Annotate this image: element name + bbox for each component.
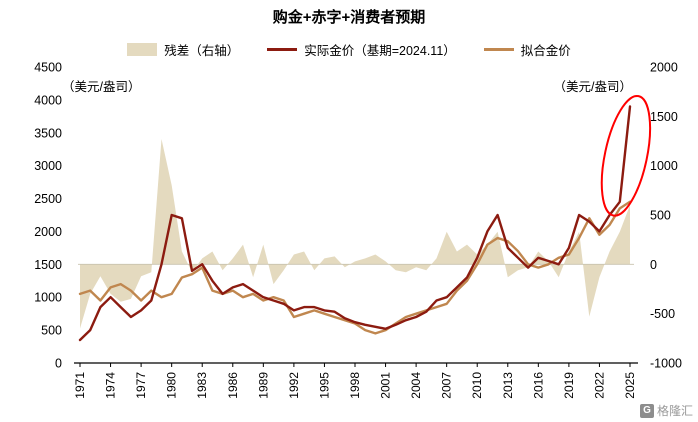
svg-text:1500: 1500: [34, 258, 62, 272]
svg-text:2007: 2007: [440, 372, 454, 399]
residual-area-swatch: [127, 43, 158, 56]
svg-text:1983: 1983: [195, 372, 209, 399]
svg-text:-500: -500: [650, 307, 675, 321]
svg-text:2019: 2019: [562, 372, 576, 399]
svg-text:500: 500: [650, 209, 671, 223]
svg-text:2000: 2000: [34, 225, 62, 239]
svg-text:2010: 2010: [470, 372, 484, 399]
watermark: G 格隆汇: [639, 402, 693, 419]
legend-item-residual: 残差（右轴）: [127, 40, 239, 59]
actual-price-line-swatch: [267, 48, 298, 51]
svg-text:3000: 3000: [34, 159, 62, 173]
svg-text:2016: 2016: [531, 372, 545, 399]
legend-label-fitted-price: 拟合金价: [520, 44, 571, 58]
fitted-price-line-swatch: [483, 48, 514, 51]
svg-text:0: 0: [650, 258, 657, 272]
svg-text:2001: 2001: [379, 372, 393, 399]
svg-text:2022: 2022: [592, 372, 606, 399]
svg-text:2025: 2025: [623, 372, 637, 399]
svg-text:3500: 3500: [34, 126, 62, 140]
right-axis-unit-label: （美元/盎司）: [553, 80, 632, 94]
chart-title: 购金+赤字+消费者预期: [272, 9, 426, 26]
legend: 残差（右轴） 实际金价（基期=2024.11） 拟合金价: [0, 40, 698, 59]
svg-text:1986: 1986: [226, 372, 240, 399]
svg-text:1989: 1989: [256, 372, 270, 399]
svg-text:-1000: -1000: [650, 357, 682, 371]
svg-text:1998: 1998: [348, 372, 362, 399]
svg-text:4000: 4000: [34, 93, 62, 107]
legend-label-residual: 残差（右轴）: [164, 44, 240, 58]
svg-text:2500: 2500: [34, 192, 62, 206]
svg-text:1992: 1992: [287, 372, 301, 399]
svg-text:1974: 1974: [104, 372, 118, 399]
svg-text:1971: 1971: [73, 372, 87, 399]
left-axis-unit-label: （美元/盎司）: [62, 80, 141, 94]
svg-text:1977: 1977: [134, 372, 148, 399]
legend-item-actual-price: 实际金价（基期=2024.11）: [267, 40, 456, 59]
legend-item-fitted-price: 拟合金价: [483, 40, 571, 59]
svg-text:2004: 2004: [409, 372, 423, 399]
svg-text:500: 500: [41, 324, 62, 338]
svg-text:1000: 1000: [650, 159, 678, 173]
svg-text:1995: 1995: [317, 372, 331, 399]
svg-text:4500: 4500: [34, 61, 62, 75]
svg-text:2013: 2013: [501, 372, 515, 399]
svg-text:0: 0: [55, 357, 62, 371]
watermark-text: 格隆汇: [656, 404, 693, 418]
gelonghui-logo-icon: G: [639, 403, 654, 418]
svg-text:2000: 2000: [650, 61, 678, 75]
legend-label-actual-price: 实际金价（基期=2024.11）: [304, 44, 456, 58]
svg-text:1500: 1500: [650, 110, 678, 124]
svg-text:1000: 1000: [34, 291, 62, 305]
svg-text:1980: 1980: [165, 372, 179, 399]
